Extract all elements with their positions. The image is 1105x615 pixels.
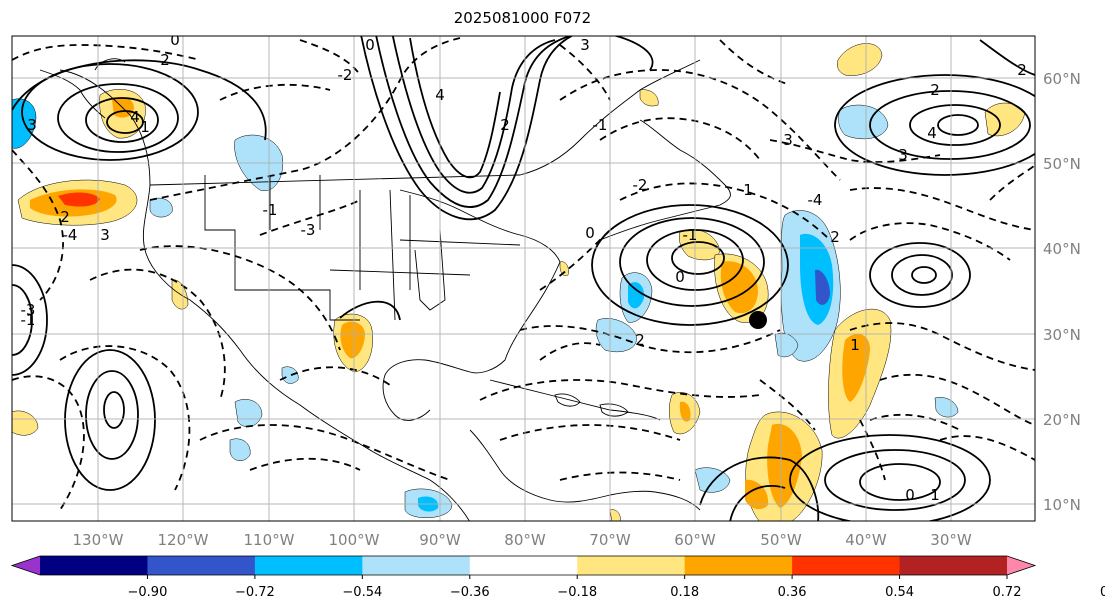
contour-label: 2 <box>635 331 645 349</box>
contour-label: 3 <box>100 226 110 244</box>
colorbar-segment <box>40 556 148 575</box>
colorbar-tick-label: −0.54 <box>342 585 382 600</box>
lon-label: 80°W <box>504 531 546 549</box>
lon-label: 100°W <box>329 531 380 549</box>
contour-label: 0 <box>905 486 915 504</box>
contour-label: 2 <box>930 81 940 99</box>
colorbar-segment <box>899 556 1008 575</box>
lon-label: 120°W <box>158 531 209 549</box>
contour-label: 2 <box>830 228 840 246</box>
lon-label: 60°W <box>674 531 716 549</box>
contour-label: 4 <box>435 86 445 104</box>
colorbar: −0.90 −0.72 −0.54 −0.36 −0.18 0.18 0.36 0.54 0.7… <box>10 555 1105 600</box>
contour-label: 1 <box>743 181 753 199</box>
contour-label: -1 <box>21 311 36 329</box>
lon-label: 130°W <box>73 531 124 549</box>
lon-label: 90°W <box>419 531 461 549</box>
contour-label: -4 <box>63 226 78 244</box>
colorbar-segment <box>254 556 363 575</box>
contour-label: 0 <box>170 31 180 49</box>
contour-label: 1 <box>140 118 150 136</box>
lon-label: 110°W <box>244 531 295 549</box>
contour-label: 0 <box>675 268 685 286</box>
contour-label: -1 <box>263 201 278 219</box>
colorbar-tick-label: 0.36 <box>778 585 807 600</box>
colorbar-tick-label: −0.72 <box>235 585 275 600</box>
lat-label: 60°N <box>1043 70 1081 88</box>
colorbar-segment <box>577 556 686 575</box>
colorbar-outline <box>10 555 1037 576</box>
colorbar-segment <box>469 556 578 575</box>
colorbar-extend-low <box>12 556 40 575</box>
colorbar-tick-label: 0.54 <box>885 585 914 600</box>
contour-label: 3 <box>27 116 37 134</box>
dashed-contours <box>12 37 1035 511</box>
colorbar-segment <box>362 556 471 575</box>
contour-label: -3 <box>301 221 316 239</box>
colorbar-tick-label: 0.90 <box>1100 585 1105 600</box>
contour-label: 1 <box>930 486 940 504</box>
contour-label: 4 <box>130 108 140 126</box>
lat-label: 50°N <box>1043 155 1081 173</box>
contour-label: 2 <box>160 51 170 69</box>
contour-label: -1 <box>593 116 608 134</box>
lon-label: 50°W <box>760 531 802 549</box>
lon-label: 70°W <box>589 531 631 549</box>
coastlines <box>39 58 731 521</box>
storm-center-marker <box>749 311 767 329</box>
colorbar-tick-label: 0.72 <box>993 585 1022 600</box>
lon-tick-labels: 130°W 120°W 110°W 100°W 90°W 80°W 70°W 6… <box>73 531 972 549</box>
contour-label: 3 <box>580 36 590 54</box>
contour-label: 2 <box>500 116 510 134</box>
lon-label: 40°W <box>845 531 887 549</box>
lat-label: 30°N <box>1043 326 1081 344</box>
contour-label: -4 <box>808 191 823 209</box>
lat-tick-labels: 60°N 50°N 40°N 30°N 20°N 10°N <box>1043 70 1081 514</box>
contour-label: -2 <box>633 176 648 194</box>
map-title: 2025081000 F072 <box>453 9 592 27</box>
colorbar-extend-high <box>1007 556 1035 575</box>
lat-label: 20°N <box>1043 411 1081 429</box>
colorbar-tick-label: −0.18 <box>557 585 597 600</box>
contour-label: 3 <box>783 131 793 149</box>
lon-label: 30°W <box>930 531 972 549</box>
contour-label: 3 <box>898 146 908 164</box>
lat-label: 10°N <box>1043 496 1081 514</box>
contour-label: -2 <box>338 66 353 84</box>
gridlines <box>12 36 1035 521</box>
colorbar-segment <box>684 556 793 575</box>
contour-label: 0 <box>585 224 595 242</box>
contour-label: 0 <box>365 36 375 54</box>
lat-label: 40°N <box>1043 240 1081 258</box>
colorbar-segment <box>147 556 256 575</box>
map-frame <box>11 35 1036 522</box>
solid-contours <box>12 36 1035 521</box>
colorbar-tick-label: −0.36 <box>450 585 490 600</box>
contour-label: -1 <box>683 226 698 244</box>
contour-label: 2 <box>60 208 70 226</box>
contour-label: 1 <box>850 336 860 354</box>
colorbar-tick-label: −0.90 <box>128 585 168 600</box>
contour-label: -3 <box>21 301 36 319</box>
colorbar-tick-label: 0.18 <box>670 585 699 600</box>
contour-label: 2 <box>1017 61 1027 79</box>
contour-label: 4 <box>927 124 937 142</box>
colorbar-segment <box>792 556 901 575</box>
